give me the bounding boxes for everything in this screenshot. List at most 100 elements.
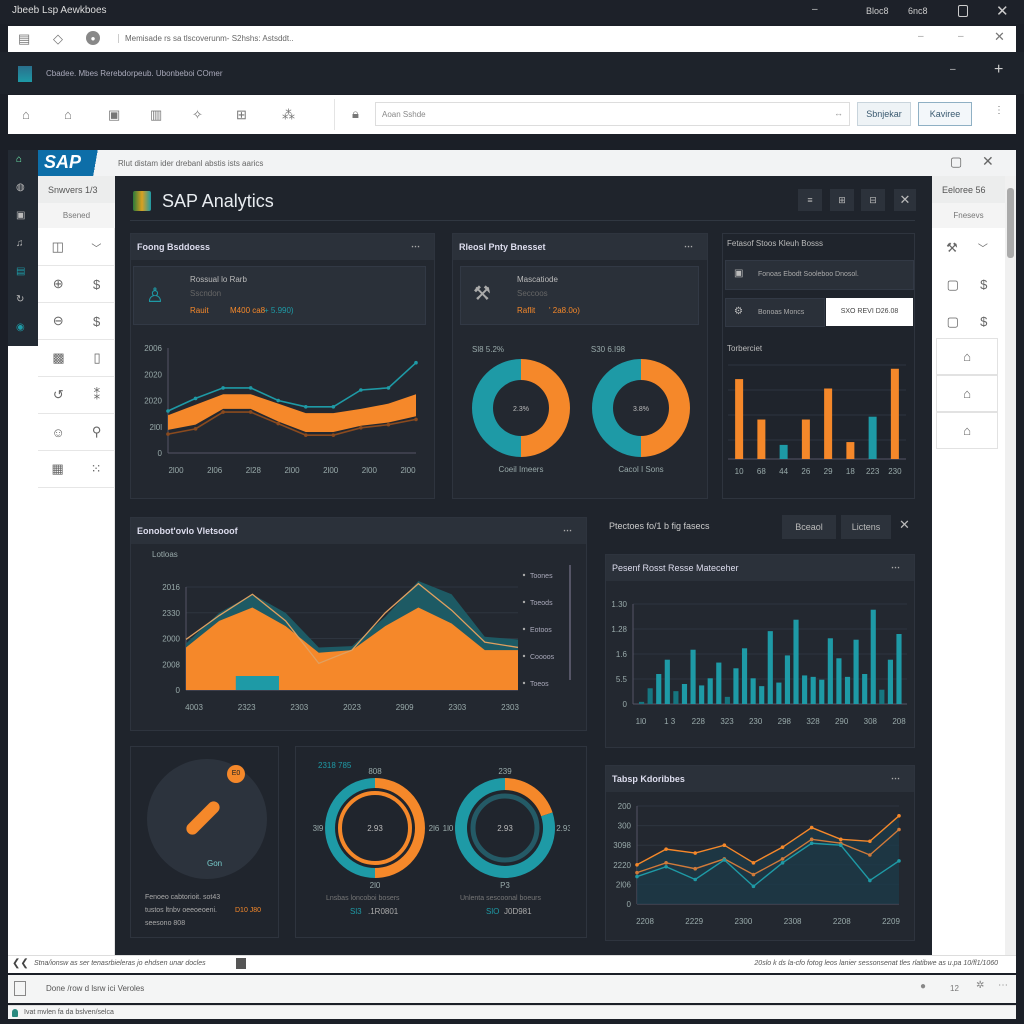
action-button-b[interactable]: Kaviree	[918, 102, 972, 126]
left-item-1[interactable]: ◫ ﹀	[38, 229, 115, 266]
x-tick-label: 2l00	[400, 466, 416, 475]
count-badge[interactable]: 12	[950, 984, 959, 993]
right-item-2[interactable]: ▢ $	[936, 266, 998, 303]
toolbar-button-1[interactable]: ≡	[798, 189, 822, 211]
x-tick-label: 2023	[343, 703, 361, 712]
toolbar-button-2[interactable]: ⊞	[830, 189, 854, 211]
location-icon[interactable]: ●	[920, 981, 927, 992]
address-bar: ▤ ◇ ● Memisade rs sa tlscoverunm- S2hshs…	[8, 26, 1016, 52]
window-btn-1[interactable]: Bloc8	[866, 6, 889, 16]
right-item-3[interactable]: ▢ $	[936, 303, 998, 340]
close-icon[interactable]: ✕	[899, 517, 910, 532]
panel-menu-icon[interactable]: ⋯	[684, 241, 693, 251]
nav-globe-icon[interactable]: ◍	[16, 182, 25, 193]
kpi-card[interactable]: ⚒ Mascatiode Seccoos Raflit ' 2a8.0o)	[460, 266, 699, 325]
add-icon[interactable]: +	[994, 61, 1004, 78]
right-item-6[interactable]: ⌂	[936, 412, 998, 449]
gauge-line-1: Fenoeo cabtorioit. sot43	[145, 894, 221, 901]
panel-e-button-1[interactable]: Bceaol	[782, 515, 836, 539]
right-item-4[interactable]: ⌂	[936, 338, 998, 375]
donut-label: Sl8 5.2%	[472, 345, 504, 354]
toolbar-button-3[interactable]: ⊟	[861, 189, 885, 211]
panel-c-item-2[interactable]: ⚙ Bonoas Moncs	[725, 298, 825, 327]
kpi-card[interactable]: ♙ Rossual lo Rarb Sscndon Rauit M400 ca8…	[133, 266, 426, 325]
close-icon[interactable]: ✕	[982, 153, 994, 169]
data-point	[248, 410, 253, 414]
collapse-icon[interactable]: –	[950, 64, 956, 75]
grid-icon[interactable]: ⊞	[236, 107, 247, 122]
close-button[interactable]: ✕	[894, 189, 916, 211]
bar	[724, 696, 730, 704]
minus-icon[interactable]: –	[958, 31, 964, 42]
panel-menu-icon[interactable]: ⋯	[891, 773, 900, 783]
left-item-4[interactable]: ▩ ▯	[38, 340, 115, 377]
left-item-5[interactable]: ↺ ⁑	[38, 377, 115, 414]
settings-icon[interactable]: ⁂	[282, 107, 295, 122]
library-icon[interactable]: ▥	[150, 107, 163, 122]
chevron-down-icon[interactable]: ﹀	[977, 244, 988, 255]
donut-chart-1: Sl8 5.2% 2.3% Coeil Imeers	[472, 345, 570, 474]
save-icon[interactable]: ▤	[18, 31, 31, 46]
address-text[interactable]: Memisade rs sa tlscoverunm- S2hshs: Asts…	[118, 34, 294, 43]
minimize-button[interactable]: –	[812, 4, 818, 15]
nav-monitor-icon[interactable]: ▣	[16, 210, 26, 221]
bar	[862, 674, 868, 704]
house-icon: ⌂	[963, 349, 971, 364]
more-icon[interactable]: ⋯	[998, 980, 1008, 991]
left-item-2[interactable]: ⊕ $	[38, 266, 115, 303]
search-icon[interactable]: ▢	[950, 154, 963, 169]
panel-menu-icon[interactable]: ⋯	[411, 241, 420, 251]
left-item-3[interactable]: ⊖ $	[38, 303, 115, 340]
series-line-brown	[167, 411, 417, 436]
right-item-1[interactable]: ⚒ ﹀	[936, 229, 998, 266]
data-point	[693, 851, 698, 855]
close-icon[interactable]: ✕	[996, 3, 1009, 20]
more-icon[interactable]: ⋮	[994, 105, 1004, 116]
nav-bell-icon[interactable]: ♫	[16, 238, 24, 249]
left-item-7[interactable]: ▦ ⁙	[38, 451, 115, 488]
search-clear-icon[interactable]: ↔	[834, 108, 843, 118]
y-tick-label: 2016	[162, 583, 180, 592]
panel-b: Rleosl Pnty Bnesset ⋯ ⚒ Mascatiode Seccoo…	[452, 233, 708, 499]
y-tick-label: 2020	[144, 397, 162, 406]
scrollbar[interactable]	[1005, 176, 1016, 955]
panel-menu-icon[interactable]: ⋯	[563, 525, 572, 535]
settings-icon: ⚙	[734, 306, 743, 317]
panel-menu-icon[interactable]: ⋯	[891, 562, 900, 572]
scrollbar-thumb[interactable]	[1007, 188, 1014, 258]
action-button-a[interactable]: Sbnjekar	[857, 102, 911, 126]
house-icon[interactable]: ⌂	[64, 107, 72, 122]
panel-c-item-1[interactable]: ▣ Fonoas Ebodt Sooleboo Dnosol.	[725, 260, 914, 290]
nav-home-icon[interactable]: ⌂	[16, 154, 23, 165]
legend-marker	[522, 681, 526, 685]
close-icon[interactable]: ✕	[994, 29, 1005, 44]
minus-icon[interactable]: –	[918, 31, 924, 42]
star-icon[interactable]: ✲	[976, 980, 985, 991]
back-icon[interactable]: ❮❮	[12, 958, 29, 969]
left-panel-sub[interactable]: Bsened	[38, 203, 115, 228]
home-icon[interactable]: ⌂	[22, 107, 30, 122]
ring-chart-2: 239 1l0 2.93 P3 2.93	[443, 767, 570, 890]
panel-e-button-2[interactable]: Lictens	[841, 515, 891, 539]
nav-calendar-icon[interactable]: ▤	[16, 266, 26, 277]
footer-text: Ivat mvlen fa da bslven/selca	[24, 1009, 114, 1016]
nav-refresh-icon[interactable]: ↻	[16, 294, 25, 305]
maximize-button[interactable]	[958, 5, 968, 17]
bar	[707, 678, 713, 704]
pin-icon[interactable]: ✧	[192, 107, 203, 122]
panel-title: Ptectoes fo/1 b fig fasecs	[609, 521, 710, 531]
doc-icon[interactable]	[236, 958, 246, 969]
left-item-6[interactable]: ☺ ⚲	[38, 414, 115, 451]
search-input[interactable]: Aoan Sshde ↔	[375, 102, 850, 126]
window-btn-2[interactable]: 6nc8	[908, 6, 928, 16]
refresh-icon[interactable]: ◇	[53, 31, 63, 46]
right-panel-sub[interactable]: Fnesevs	[932, 203, 1005, 228]
save-icon[interactable]: ▣	[108, 107, 121, 122]
sap-header-text: Rlut distam ider drebanl abstis ists aar…	[118, 159, 264, 168]
nav-network-icon[interactable]: ◉	[16, 322, 25, 333]
ring-1-value-a: Sl3	[350, 907, 362, 916]
right-item-5[interactable]: ⌂	[936, 375, 998, 412]
panel-c-value-button[interactable]: SXO REVI D26.08	[826, 298, 913, 326]
panel-e-header: Ptectoes fo/1 b fig fasecs Bceaol Licten…	[605, 515, 915, 541]
chevron-down-icon[interactable]: ﹀	[91, 243, 102, 255]
